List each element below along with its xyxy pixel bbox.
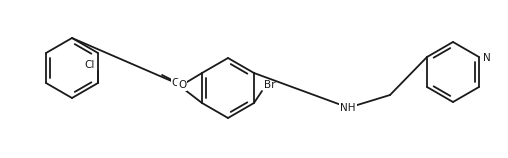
Text: Cl: Cl — [85, 60, 95, 70]
Text: N: N — [483, 53, 491, 63]
Text: O: O — [178, 80, 186, 90]
Text: NH: NH — [340, 103, 356, 113]
Text: O: O — [172, 78, 180, 88]
Text: Br: Br — [264, 80, 275, 90]
